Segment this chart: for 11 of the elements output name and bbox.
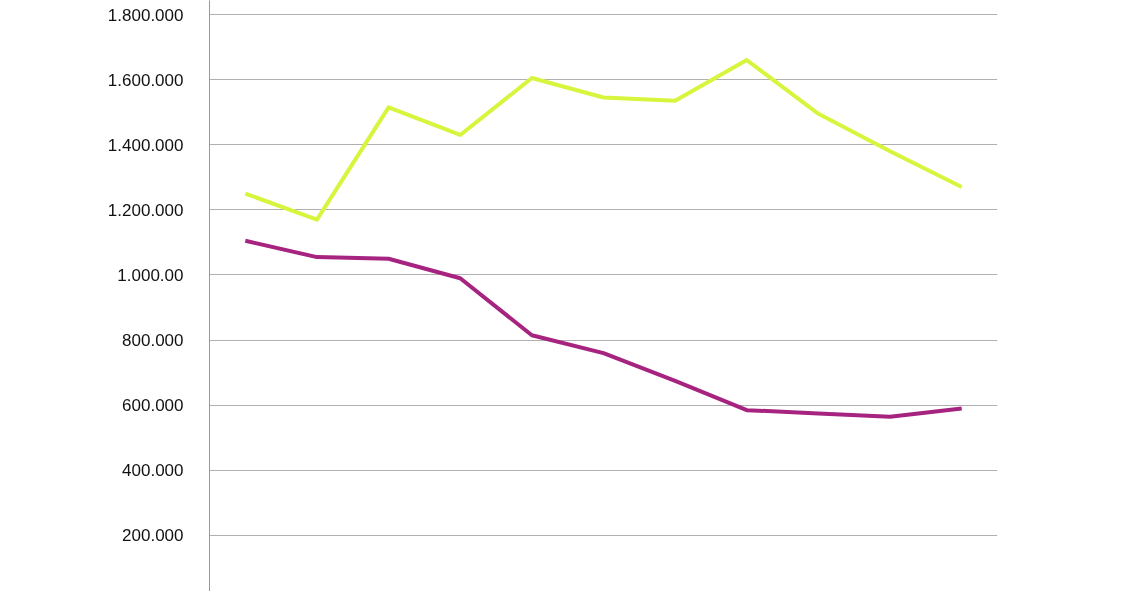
y-tick-label: 1.000.00 xyxy=(117,266,184,285)
y-tick-label: 600.000 xyxy=(122,396,184,416)
y-tick-label: 200.000 xyxy=(122,526,184,546)
y-tick-label: 1.400.000 xyxy=(107,135,184,155)
line-series xyxy=(243,58,964,222)
y-tick-label: 1.800.000 xyxy=(107,5,184,25)
line-series xyxy=(243,238,964,419)
y-tick-label: 1.600.000 xyxy=(107,70,184,90)
y-tick-label: 400.000 xyxy=(122,461,184,481)
y-tick-label: 1.200.000 xyxy=(107,200,184,220)
y-tick-label: 800.000 xyxy=(122,331,184,351)
